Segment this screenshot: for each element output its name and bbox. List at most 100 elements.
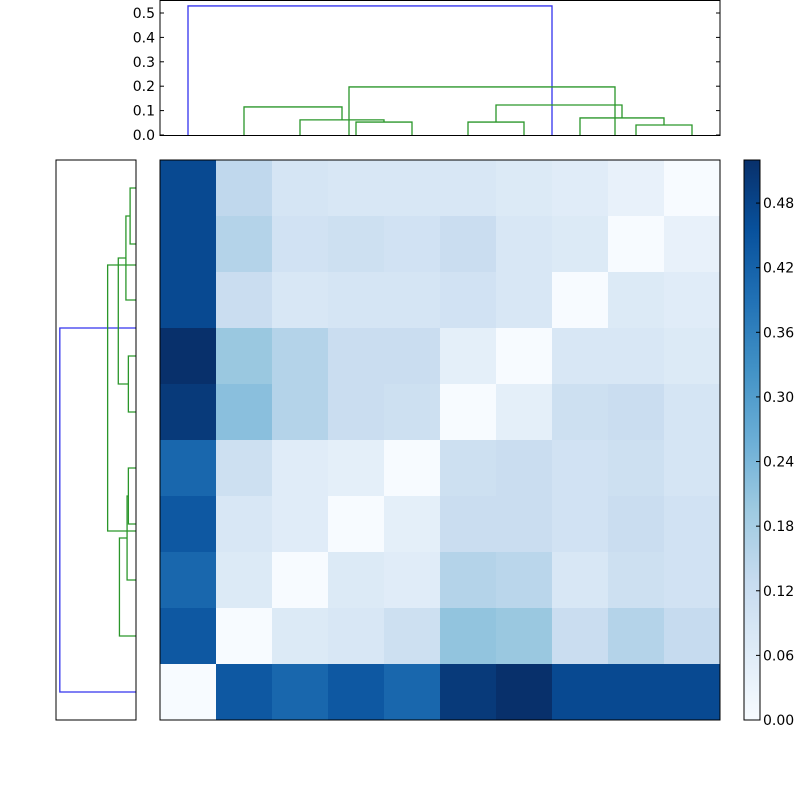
heatmap-cell [384, 216, 441, 273]
heatmap-cell [216, 328, 273, 385]
dendrogram-link [243, 106, 343, 135]
colorbar-tick-label: 0.12 [763, 584, 794, 600]
dendrogram-link [117, 257, 129, 385]
heatmap-cell [496, 384, 553, 441]
heatmap-cell [608, 160, 665, 217]
heatmap-cell [216, 440, 273, 497]
heatmap-cell [216, 272, 273, 329]
heatmap-cell [160, 440, 217, 497]
heatmap-cell [664, 272, 721, 329]
heatmap-cell [272, 160, 329, 217]
heatmap-cell [440, 440, 497, 497]
heatmap-cell [272, 272, 329, 329]
heatmap-cell [272, 608, 329, 665]
top-dendrogram-frame [159, 0, 721, 136]
heatmap-cell [384, 440, 441, 497]
heatmap-cell [664, 328, 721, 385]
heatmap-cell [552, 440, 609, 497]
heatmap-frame [159, 159, 721, 721]
heatmap-cell [496, 496, 553, 553]
heatmap-cell [272, 440, 329, 497]
heatmap-cell [552, 216, 609, 273]
heatmap-cell [216, 384, 273, 441]
heatmap-cell [608, 608, 665, 665]
y-tick-label: 0.4 [133, 30, 155, 46]
heatmap-cell [496, 440, 553, 497]
heatmap-cell [608, 272, 665, 329]
heatmap-cell [664, 440, 721, 497]
left-dendrogram [59, 187, 136, 693]
dendrogram-link [187, 5, 553, 135]
heatmap-cell [160, 664, 217, 721]
heatmap-cell [216, 552, 273, 609]
heatmap-cell [440, 216, 497, 273]
heatmap-cell [272, 328, 329, 385]
heatmap-cell [384, 328, 441, 385]
colorbar-tick-label: 0.30 [763, 390, 794, 406]
heatmap-cell [160, 216, 217, 273]
colorbar-tick-label: 0.06 [763, 648, 794, 664]
heatmap-cell [552, 328, 609, 385]
heatmap-cell [440, 328, 497, 385]
colorbar-tick-label: 0.48 [763, 196, 794, 212]
heatmap-cell [608, 384, 665, 441]
heatmap-cell [384, 496, 441, 553]
heatmap-cell [216, 496, 273, 553]
heatmap-cell [328, 440, 385, 497]
heatmap-cell [160, 552, 217, 609]
heatmap-cell [496, 664, 553, 721]
heatmap-cell [272, 216, 329, 273]
heatmap-cell [384, 384, 441, 441]
heatmap-cell [608, 328, 665, 385]
heatmap-cell [272, 552, 329, 609]
y-tick-label: 0.3 [133, 55, 155, 71]
heatmap-cell [664, 608, 721, 665]
heatmap-cell [608, 552, 665, 609]
heatmap-cell [328, 272, 385, 329]
heatmap-cell [552, 608, 609, 665]
heatmap-cell [440, 160, 497, 217]
heatmap-cell [552, 160, 609, 217]
heatmap-cell [384, 160, 441, 217]
y-tick-label: 0.5 [133, 6, 155, 22]
dendrogram-link [495, 104, 623, 123]
colorbar-tick-label: 0.18 [763, 519, 794, 535]
dendrogram-link [299, 119, 385, 135]
heatmap-cell [160, 272, 217, 329]
heatmap-cell [160, 160, 217, 217]
dendrogram-link [118, 537, 136, 637]
heatmap-cell [552, 272, 609, 329]
heatmap-cell [328, 160, 385, 217]
heatmap-cell [552, 384, 609, 441]
dendrogram-link [106, 264, 136, 532]
heatmap-cell [160, 384, 217, 441]
heatmap [160, 160, 721, 721]
heatmap-cell [160, 608, 217, 665]
dendrogram-link [348, 86, 616, 135]
heatmap-cell [496, 216, 553, 273]
heatmap-cell [328, 608, 385, 665]
heatmap-cell [328, 496, 385, 553]
heatmap-cell [272, 496, 329, 553]
heatmap-cell [160, 496, 217, 553]
left-dendrogram-frame [55, 159, 137, 721]
heatmap-cell [440, 608, 497, 665]
heatmap-cell [328, 552, 385, 609]
dendrogram-link [129, 187, 136, 245]
dendrogram-link [579, 117, 665, 135]
heatmap-cell [440, 384, 497, 441]
heatmap-cell [664, 384, 721, 441]
heatmap-cell [160, 328, 217, 385]
heatmap-cell [216, 664, 273, 721]
heatmap-cell [608, 440, 665, 497]
heatmap-cell [664, 160, 721, 217]
heatmap-cell [608, 216, 665, 273]
dendrogram-link [59, 327, 136, 693]
heatmap-cell [328, 384, 385, 441]
heatmap-cell [328, 664, 385, 721]
top-dendrogram-y-axis: 0.0 0.1 0.2 0.3 0.4 0.5 [133, 6, 720, 144]
heatmap-cell [384, 552, 441, 609]
colorbar [743, 159, 761, 721]
heatmap-cell [440, 272, 497, 329]
